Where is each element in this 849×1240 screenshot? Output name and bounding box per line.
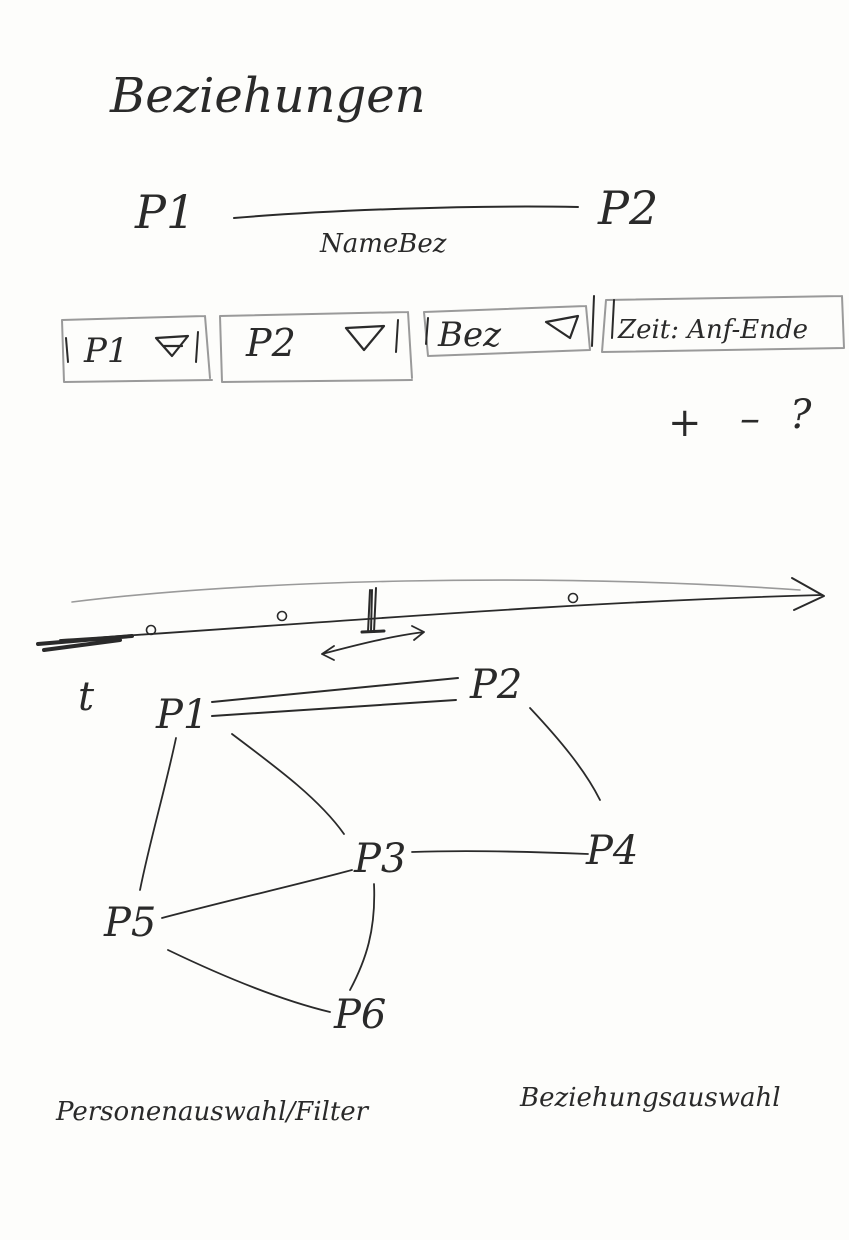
timeline-point[interactable] bbox=[276, 610, 288, 622]
graph-edge[interactable] bbox=[167, 949, 331, 1013]
relation-graph: P1 P2 P3 P4 P5 P6 bbox=[103, 662, 638, 1038]
graph-node-p2[interactable]: P2 bbox=[469, 662, 522, 708]
time-range-field[interactable]: Zeit: Anf-Ende bbox=[591, 295, 845, 353]
time-range-field-label: Zeit: Anf-Ende bbox=[617, 315, 808, 345]
person-1-field-label: P1 bbox=[83, 331, 129, 371]
graph-edge[interactable] bbox=[349, 883, 376, 991]
graph-edge[interactable] bbox=[139, 737, 177, 891]
add-button[interactable]: + bbox=[668, 400, 702, 446]
graph-edge[interactable] bbox=[161, 869, 353, 919]
relation-type-dropdown[interactable]: Bez bbox=[423, 305, 591, 357]
relation-selection-label[interactable]: Beziehungsauswahl bbox=[519, 1083, 781, 1113]
help-icon[interactable]: ? bbox=[790, 392, 812, 438]
chevron-down-icon bbox=[344, 324, 386, 352]
drag-arrows-icon bbox=[321, 625, 425, 661]
arrow-right-icon bbox=[791, 577, 825, 611]
person-2-dropdown[interactable]: P2 bbox=[219, 311, 413, 383]
timeline-slider-handle[interactable] bbox=[360, 587, 386, 634]
person-2-field-label: P2 bbox=[245, 321, 296, 365]
chevron-down-icon bbox=[154, 334, 190, 358]
remove-button[interactable]: – bbox=[740, 396, 760, 442]
relation-name-label: NameBez bbox=[319, 229, 447, 259]
timeline-point[interactable] bbox=[567, 592, 579, 604]
timeline-axis-label: t bbox=[78, 674, 95, 720]
field-row: P1 P2 Bez Zeit: Anf-Ende bbox=[61, 295, 845, 383]
graph-node-p1[interactable]: P1 bbox=[155, 692, 208, 738]
graph-edge[interactable] bbox=[529, 707, 601, 801]
relation-type-field-label: Bez bbox=[437, 315, 502, 355]
relation-line bbox=[233, 205, 579, 219]
relation-sketch: P1 P2 NameBez bbox=[134, 181, 658, 259]
graph-node-p6[interactable]: P6 bbox=[333, 992, 386, 1038]
relation-left-person: P1 bbox=[134, 185, 195, 239]
graph-node-p3[interactable]: P3 bbox=[353, 836, 406, 882]
person-1-dropdown[interactable]: P1 bbox=[61, 315, 213, 383]
graph-edge[interactable] bbox=[231, 733, 345, 835]
relation-right-person: P2 bbox=[597, 181, 658, 235]
timeline-start-mark bbox=[36, 634, 134, 652]
page-title: Beziehungen bbox=[109, 68, 426, 124]
graph-edge-double[interactable] bbox=[211, 677, 459, 717]
chevron-down-icon bbox=[544, 314, 580, 340]
timeline-guide bbox=[71, 579, 801, 603]
timeline: t bbox=[36, 577, 825, 720]
graph-node-p4[interactable]: P4 bbox=[585, 828, 638, 874]
row-actions: + – ? bbox=[668, 392, 812, 446]
graph-node-p5[interactable]: P5 bbox=[103, 900, 156, 946]
graph-edge[interactable] bbox=[411, 850, 589, 855]
timeline-point[interactable] bbox=[145, 624, 157, 636]
person-filter-label[interactable]: Personenauswahl/Filter bbox=[55, 1097, 370, 1127]
timeline-axis bbox=[59, 594, 823, 641]
